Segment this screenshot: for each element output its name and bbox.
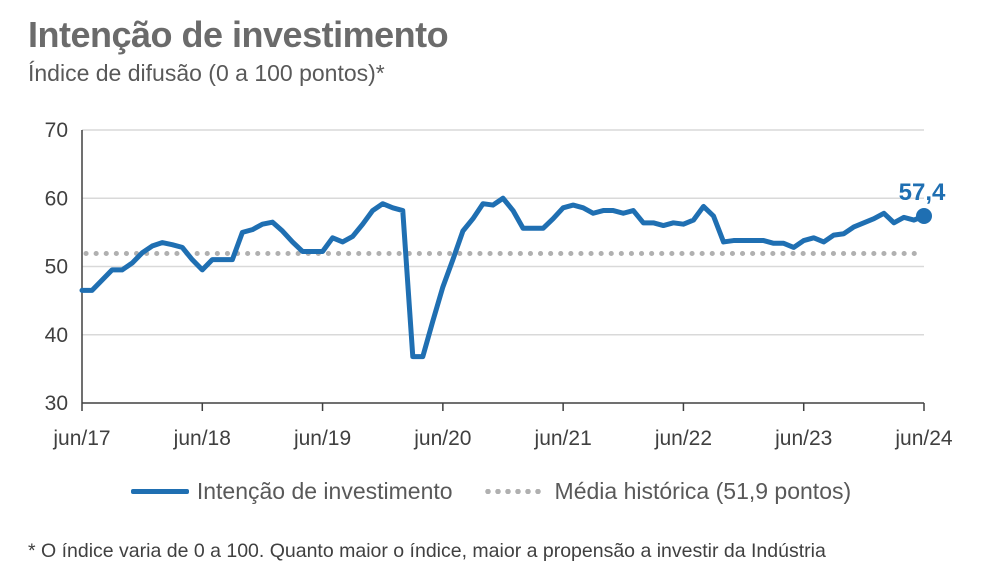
legend-item-average: Média histórica (51,9 pontos)	[482, 478, 852, 505]
y-tick-label: 40	[45, 324, 68, 347]
chart-subtitle: Índice de difusão (0 a 100 pontos)*	[28, 60, 385, 86]
x-tick-label: jun/23	[774, 427, 832, 450]
y-tick-label: 30	[45, 392, 68, 415]
annotation-group: 57,4	[899, 179, 946, 206]
series-group	[79, 195, 932, 360]
legend-series-label: Intenção de investimento	[196, 478, 453, 504]
y-tick-label: 50	[45, 256, 68, 279]
x-tick-labels: jun/17 jun/18 jun/19 jun/20 jun/21 jun/22 jun/…	[52, 427, 953, 450]
legend-item-series: Intenção de investimento	[130, 478, 453, 505]
y-tick-label: 60	[45, 187, 68, 210]
legend-dotted-swatch	[482, 489, 543, 494]
last-point-marker	[916, 207, 932, 224]
x-tick-label: jun/18	[173, 427, 231, 450]
x-tick-label: jun/21	[534, 427, 592, 450]
chart-title: Intenção de investimento	[28, 14, 449, 55]
last-value-label: 57,4	[899, 179, 946, 206]
footnote: * O índice varia de 0 a 100. Quanto maio…	[28, 540, 826, 562]
legend: Intenção de investimento Média histórica…	[0, 478, 982, 505]
legend-line-swatch	[130, 489, 189, 494]
x-tick-label: jun/19	[293, 427, 351, 450]
legend-average-label: Média histórica (51,9 pontos)	[554, 478, 852, 504]
axes	[81, 130, 925, 411]
x-tick-label: jun/17	[52, 427, 110, 450]
gridlines	[82, 129, 924, 336]
line-chart: 30 40 50 60 70 jun/17 jun/18 jun/19 jun/20 jun/2…	[45, 119, 953, 450]
x-tick-label: jun/22	[654, 427, 712, 450]
x-tick-label: jun/24	[894, 427, 953, 450]
y-tick-label: 70	[45, 119, 68, 142]
x-tick-label: jun/20	[413, 427, 471, 450]
y-tick-labels: 30 40 50 60 70	[45, 119, 68, 415]
series-line	[79, 195, 927, 360]
